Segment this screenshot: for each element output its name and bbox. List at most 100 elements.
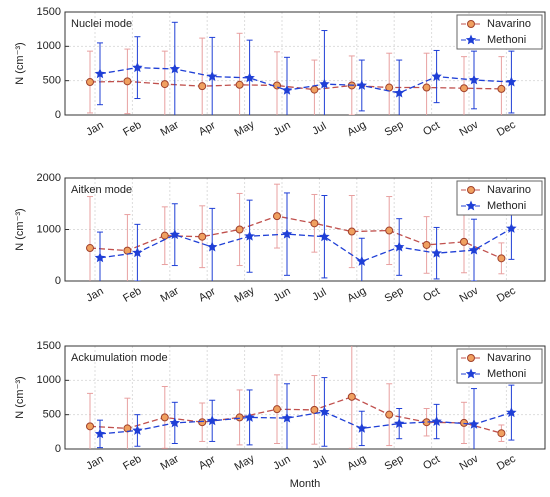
marker [235, 225, 244, 234]
series-layer [86, 183, 517, 281]
legend-marker [467, 186, 475, 194]
marker [356, 422, 367, 433]
x-tick-label: Jan [84, 119, 105, 138]
marker [273, 405, 281, 414]
marker [169, 229, 180, 240]
series-line [99, 227, 512, 263]
marker [310, 219, 319, 228]
marker [123, 246, 132, 255]
y-axis-label: N (cm⁻³) [14, 42, 26, 84]
x-tick-label: Nov [457, 285, 480, 305]
marker [431, 247, 442, 258]
marker [385, 226, 394, 235]
legend-label: Navarino [487, 184, 531, 196]
x-tick-label: Apr [197, 285, 218, 304]
x-tick-label: Feb [121, 285, 143, 305]
x-tick-label: Feb [121, 119, 143, 139]
marker [132, 62, 143, 73]
x-tick-label: Dec [495, 453, 518, 473]
x-tick-label: Sep [383, 119, 406, 139]
x-tick-label: Jul [310, 286, 328, 303]
marker [385, 410, 394, 419]
legend-label: Methoni [487, 34, 526, 46]
series-line [99, 411, 512, 435]
marker [94, 428, 106, 439]
marker [468, 74, 480, 85]
legend-label: Methoni [487, 200, 526, 212]
marker [422, 240, 431, 249]
x-tick-label: Jul [310, 120, 328, 137]
marker [422, 83, 431, 92]
marker [310, 405, 319, 414]
x-tick-label: Mar [159, 453, 182, 473]
marker [160, 231, 169, 240]
marker [310, 85, 319, 94]
legend-label: Navarino [487, 352, 531, 364]
marker [281, 412, 293, 423]
marker [506, 407, 517, 418]
legend-marker [465, 34, 477, 45]
marker [198, 82, 207, 91]
y-tick-label: 1500 [37, 6, 61, 18]
y-tick-label: 500 [43, 409, 61, 421]
marker [319, 406, 330, 417]
marker [123, 77, 132, 86]
marker [207, 415, 218, 426]
y-tick-label: 0 [55, 109, 61, 121]
panel-title: Aitken mode [71, 184, 132, 196]
marker [347, 227, 356, 236]
x-axis-label: Month [290, 478, 321, 490]
marker [244, 230, 255, 241]
series-layer [86, 21, 517, 115]
marker [94, 68, 106, 79]
x-tick-label: Mar [159, 285, 182, 305]
series-line [89, 80, 502, 91]
y-tick-label: 1500 [37, 340, 61, 352]
x-tick-label: Dec [495, 285, 518, 305]
y-tick-label: 0 [55, 443, 61, 455]
y-tick-label: 1000 [37, 40, 61, 52]
marker [394, 418, 405, 428]
panel-title: Ackumulation mode [71, 352, 168, 364]
plot-frame [64, 11, 546, 116]
legend-marker [465, 368, 477, 379]
marker [468, 244, 480, 255]
marker [94, 252, 106, 263]
marker [235, 80, 244, 89]
marker [198, 418, 207, 427]
marker [244, 72, 255, 83]
series-line [89, 215, 502, 259]
legend-marker [465, 200, 477, 211]
marker [235, 413, 244, 422]
plot-frame [64, 345, 546, 450]
marker [497, 429, 506, 438]
y-tick-label: 1000 [37, 223, 61, 235]
y-axis-label: N (cm⁻³) [14, 208, 26, 250]
marker [198, 232, 207, 241]
y-tick-label: 1000 [37, 374, 61, 386]
legend-marker [467, 20, 475, 28]
marker [169, 417, 180, 428]
marker [460, 84, 468, 93]
marker [281, 84, 293, 95]
marker [356, 255, 367, 266]
marker [160, 413, 169, 422]
marker [132, 425, 143, 435]
x-tick-label: Nov [457, 453, 480, 473]
x-tick-label: Sep [383, 285, 406, 305]
marker [506, 76, 517, 87]
x-tick-label: Apr [197, 119, 218, 138]
x-tick-label: Mar [159, 119, 182, 139]
y-tick-label: 2000 [37, 172, 61, 184]
x-tick-label: Oct [421, 453, 442, 472]
x-tick-label: Feb [121, 453, 143, 473]
x-tick-label: Jun [271, 453, 292, 472]
marker [207, 71, 218, 81]
x-tick-label: May [233, 452, 257, 473]
x-tick-label: Jul [310, 454, 328, 471]
marker [431, 71, 442, 81]
x-tick-label: Nov [457, 119, 480, 139]
x-tick-label: Oct [421, 119, 442, 138]
marker [497, 254, 506, 263]
